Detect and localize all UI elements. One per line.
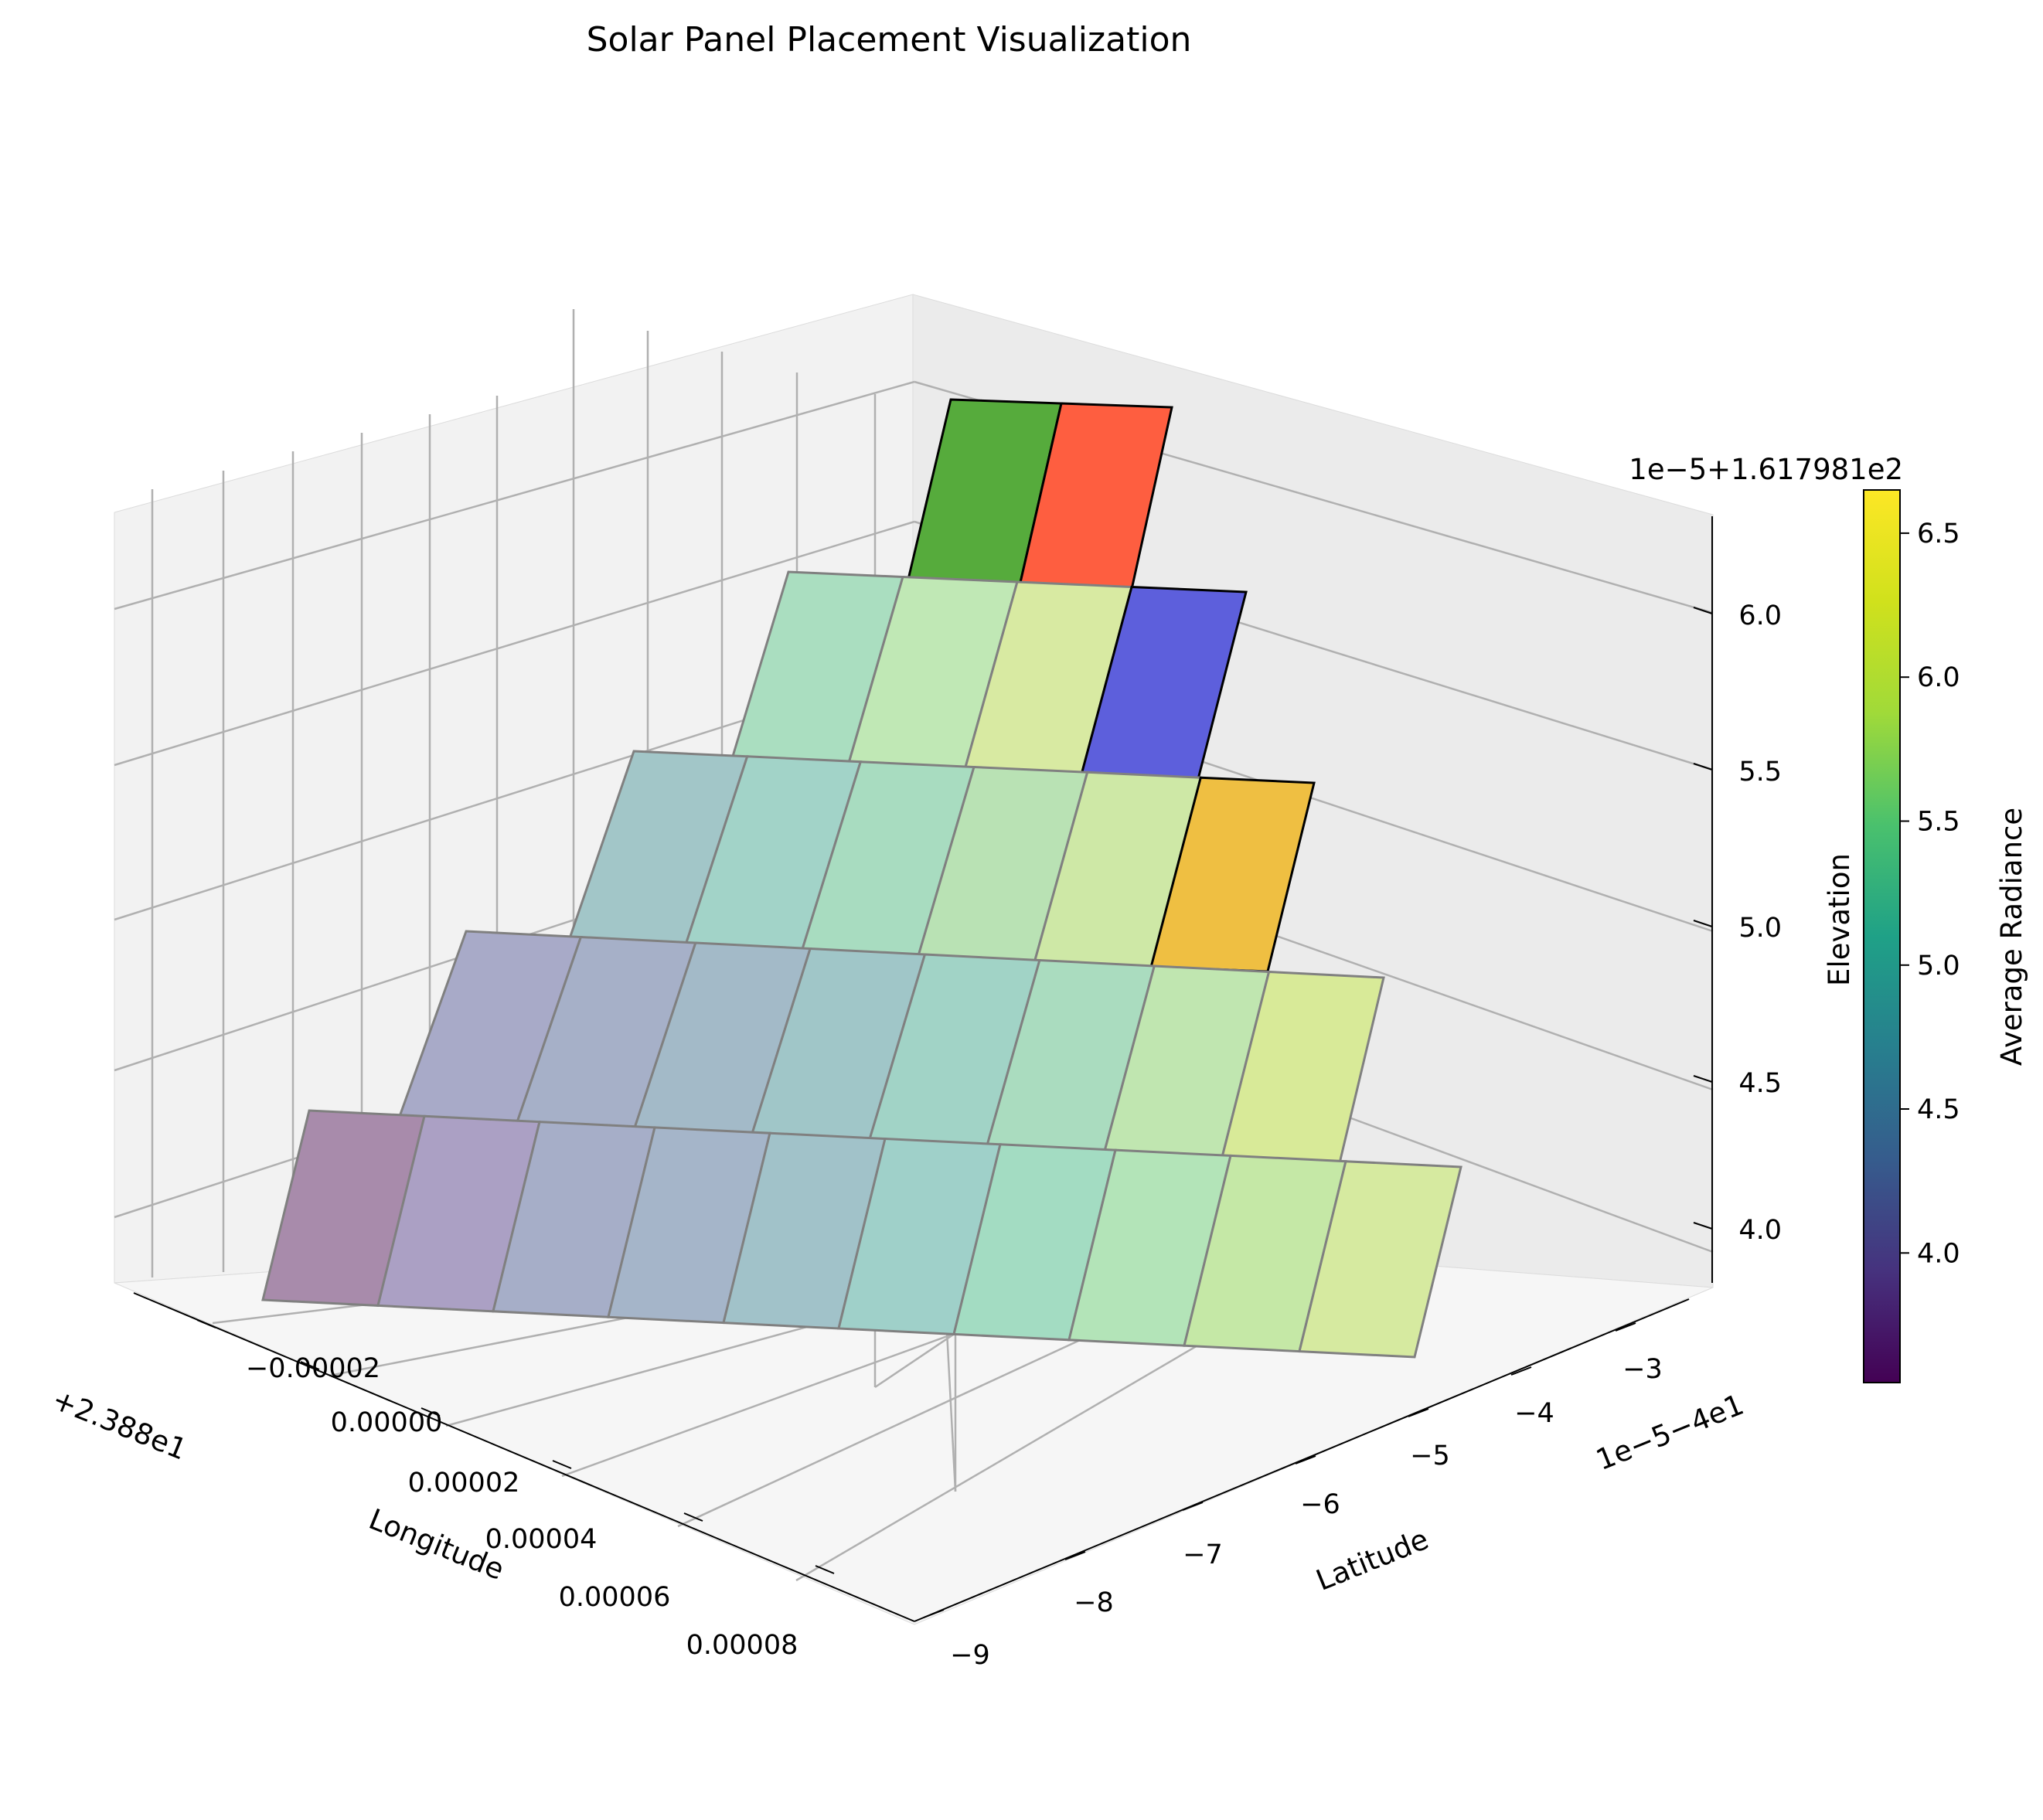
- x-tick-mark: [421, 1407, 441, 1417]
- z-tick-label: 4.5: [1738, 1068, 1782, 1099]
- grid-line-z-left: [114, 520, 915, 767]
- y-tick-label: −4: [1514, 1398, 1554, 1429]
- z-tick-mark: [1693, 920, 1713, 927]
- chart-title: Solar Panel Placement Visualization: [587, 20, 1192, 60]
- y-tick-label: −9: [950, 1640, 990, 1671]
- y-tick-label: −3: [1622, 1354, 1663, 1385]
- y-tick-mark: [1510, 1366, 1532, 1376]
- y-axis-line: [914, 1298, 1690, 1622]
- y-axis-label: Latitude: [1312, 1522, 1433, 1597]
- colorbar-tick-label: 4.5: [1917, 1094, 1960, 1125]
- grid-line-z-left: [114, 380, 915, 611]
- y-tick-mark: [1615, 1322, 1636, 1332]
- z-tick-label: 4.0: [1738, 1215, 1782, 1246]
- z-axis-offset-text: 1e−5+1.617981e2: [1629, 453, 1903, 486]
- colorbar-tick-label: 6.0: [1917, 662, 1960, 693]
- z-axis-label: Elevation: [1823, 853, 1856, 986]
- colorbar: [1863, 489, 1901, 1383]
- y-tick-label: −5: [1410, 1441, 1450, 1471]
- x-tick-mark: [196, 1319, 216, 1328]
- x-tick-label: 0.00000: [331, 1407, 443, 1438]
- y-tick-mark: [1064, 1551, 1086, 1560]
- z-tick-mark: [1693, 607, 1713, 614]
- y-tick-label: −8: [1074, 1587, 1114, 1618]
- y-tick-mark: [1182, 1502, 1204, 1511]
- y-tick-label: −6: [1300, 1489, 1340, 1520]
- x-tick-label: 0.00006: [559, 1582, 671, 1613]
- colorbar-tick-label: 4.0: [1917, 1238, 1960, 1269]
- x-tick-label: 0.00008: [686, 1630, 798, 1661]
- y-tick-mark: [1408, 1408, 1429, 1417]
- colorbar-ticks: 4.0 4.5 5.0 5.5 6.0 6.5: [1900, 519, 1960, 1269]
- colorbar-tick-label: 5.5: [1917, 807, 1960, 838]
- solar-panels: [261, 398, 1462, 1359]
- x-tick-mark: [683, 1512, 703, 1522]
- x-tick-mark: [815, 1565, 835, 1574]
- colorbar-label: Average Radiance: [1995, 808, 2028, 1066]
- x-tick-mark: [300, 1361, 320, 1370]
- y-axis-offset-text: 1e−5−4e1: [1592, 1388, 1748, 1477]
- x-axis-offset-text: +2.388e1: [48, 1383, 192, 1467]
- x-tick-label: 0.00002: [408, 1468, 520, 1499]
- y-tick-label: −7: [1183, 1539, 1223, 1570]
- z-tick-label: 5.5: [1738, 757, 1782, 788]
- z-tick-label: 6.0: [1738, 600, 1782, 631]
- axis-ticks: −0.00002 0.00000 0.00002 0.00004 0.00006 0.00…: [196, 600, 1782, 1671]
- x-tick-mark: [552, 1460, 572, 1469]
- z-tick-mark: [1693, 763, 1713, 771]
- colorbar-tick-label: 5.0: [1917, 951, 1960, 981]
- z-tick-mark: [1693, 1222, 1713, 1230]
- z-tick-mark: [1693, 1075, 1713, 1083]
- y-tick-mark: [923, 1609, 945, 1618]
- solar-panel: [1298, 1160, 1462, 1359]
- colorbar-tick-label: 6.5: [1917, 519, 1960, 549]
- x-tick-label: −0.00002: [246, 1353, 380, 1384]
- x-axis-line: [133, 1292, 915, 1622]
- z-tick-label: 5.0: [1738, 913, 1782, 944]
- y-tick-mark: [1295, 1455, 1316, 1465]
- x-tick-label: 0.00004: [485, 1524, 598, 1555]
